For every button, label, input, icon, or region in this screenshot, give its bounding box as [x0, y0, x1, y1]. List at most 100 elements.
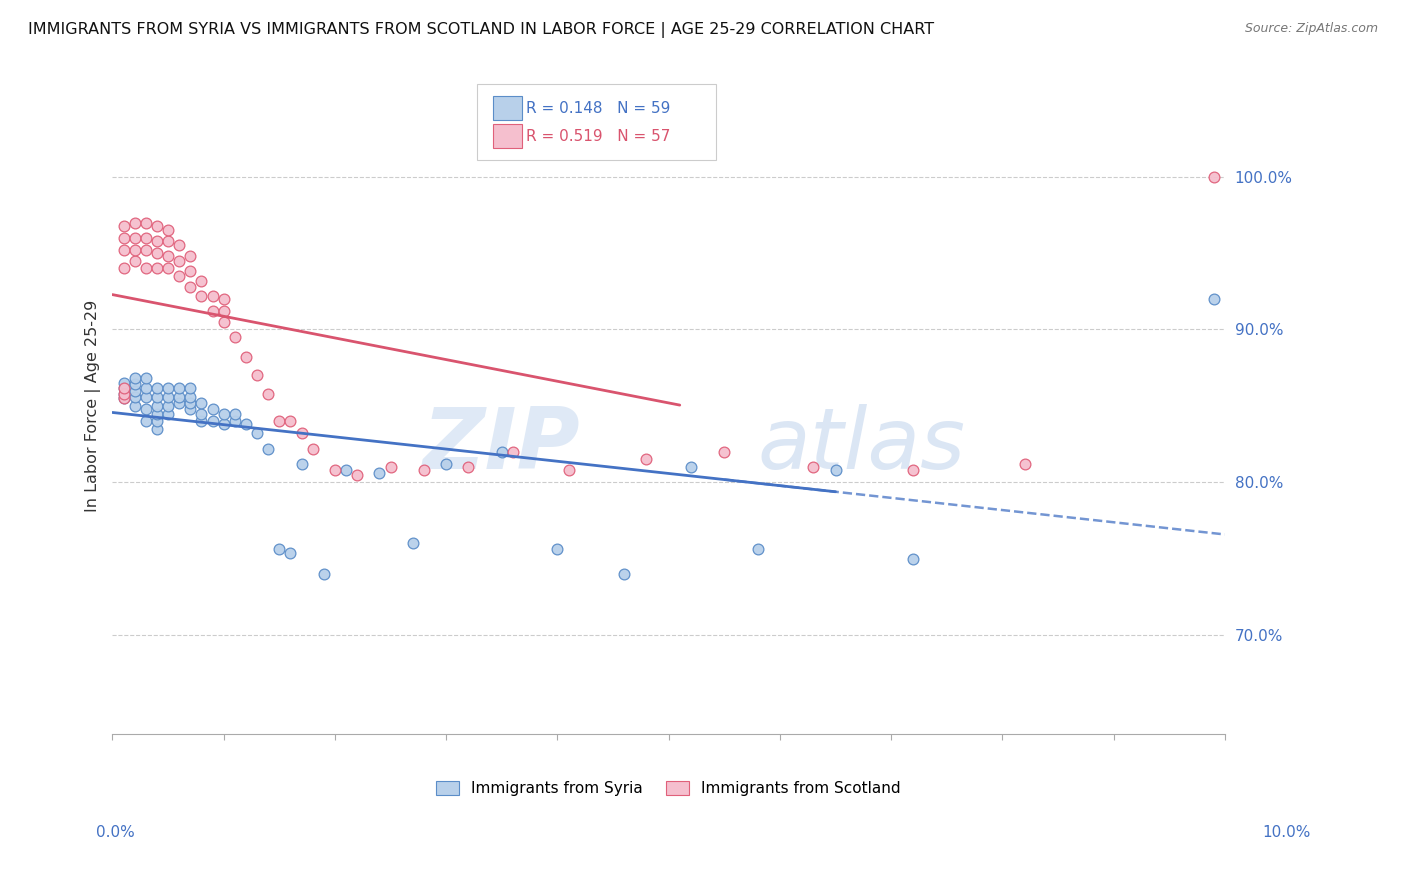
Point [146, 399, 169, 413]
Point [112, 391, 135, 405]
Point [179, 264, 201, 278]
Point [434, 457, 457, 471]
Point [190, 414, 212, 428]
Point [135, 390, 157, 404]
Point [112, 243, 135, 257]
Point [380, 460, 402, 475]
Point [269, 414, 291, 428]
Point [179, 401, 201, 416]
Point [1014, 457, 1036, 471]
Point [157, 223, 180, 237]
Point [280, 545, 302, 559]
Point [124, 253, 146, 268]
Point [346, 467, 368, 482]
Point [179, 396, 201, 410]
Point [412, 463, 434, 477]
Point [201, 401, 224, 416]
Point [246, 368, 269, 383]
Text: atlas: atlas [758, 404, 966, 487]
Point [167, 380, 190, 394]
Text: Source: ZipAtlas.com: Source: ZipAtlas.com [1244, 22, 1378, 36]
Point [146, 380, 169, 394]
Point [135, 414, 157, 428]
Point [157, 234, 180, 248]
Point [124, 390, 146, 404]
Point [157, 249, 180, 263]
Legend: Immigrants from Syria, Immigrants from Scotland: Immigrants from Syria, Immigrants from S… [430, 774, 907, 802]
Point [335, 463, 357, 477]
Point [124, 231, 146, 245]
Point [112, 219, 135, 233]
Point [201, 304, 224, 318]
Point [212, 417, 235, 432]
Point [235, 417, 257, 432]
Point [290, 426, 312, 441]
Point [368, 466, 391, 480]
Point [235, 350, 257, 364]
Point [491, 444, 513, 458]
Point [146, 261, 169, 276]
Point [112, 380, 135, 394]
Point [167, 396, 190, 410]
Point [557, 463, 579, 477]
Point [290, 457, 312, 471]
Point [257, 442, 280, 456]
Point [124, 377, 146, 392]
Point [179, 380, 201, 394]
Point [124, 371, 146, 385]
Point [135, 371, 157, 385]
Point [190, 289, 212, 303]
Point [312, 566, 335, 581]
Point [146, 390, 169, 404]
Point [824, 463, 846, 477]
Point [146, 407, 169, 421]
Point [179, 279, 201, 293]
Point [613, 566, 636, 581]
Point [179, 249, 201, 263]
Point [146, 246, 169, 260]
Point [135, 380, 157, 394]
Point [124, 399, 146, 413]
Point [679, 460, 702, 475]
Point [112, 376, 135, 390]
Point [301, 442, 323, 456]
Point [212, 304, 235, 318]
Point [135, 261, 157, 276]
Point [146, 219, 169, 233]
Point [135, 231, 157, 245]
Point [201, 414, 224, 428]
Point [146, 422, 169, 436]
Point [201, 289, 224, 303]
Point [167, 390, 190, 404]
FancyBboxPatch shape [494, 124, 522, 148]
Point [112, 261, 135, 276]
Point [502, 444, 524, 458]
Point [135, 216, 157, 230]
Point [212, 315, 235, 329]
Text: R = 0.519   N = 57: R = 0.519 N = 57 [526, 128, 671, 144]
Point [801, 460, 824, 475]
Point [124, 216, 146, 230]
Point [167, 238, 190, 252]
Point [190, 274, 212, 288]
Point [713, 444, 735, 458]
Point [146, 414, 169, 428]
Point [246, 426, 269, 441]
Text: 10.0%: 10.0% [1263, 825, 1310, 840]
Point [146, 234, 169, 248]
Point [124, 243, 146, 257]
Point [157, 407, 180, 421]
Point [135, 401, 157, 416]
Point [179, 390, 201, 404]
Text: R = 0.148   N = 59: R = 0.148 N = 59 [526, 101, 671, 116]
Point [546, 542, 568, 557]
FancyBboxPatch shape [477, 84, 717, 160]
Point [157, 399, 180, 413]
Point [1202, 169, 1225, 184]
Point [457, 460, 479, 475]
Point [257, 386, 280, 401]
Text: 0.0%: 0.0% [96, 825, 135, 840]
Point [224, 330, 246, 344]
Point [112, 231, 135, 245]
Point [402, 536, 425, 550]
